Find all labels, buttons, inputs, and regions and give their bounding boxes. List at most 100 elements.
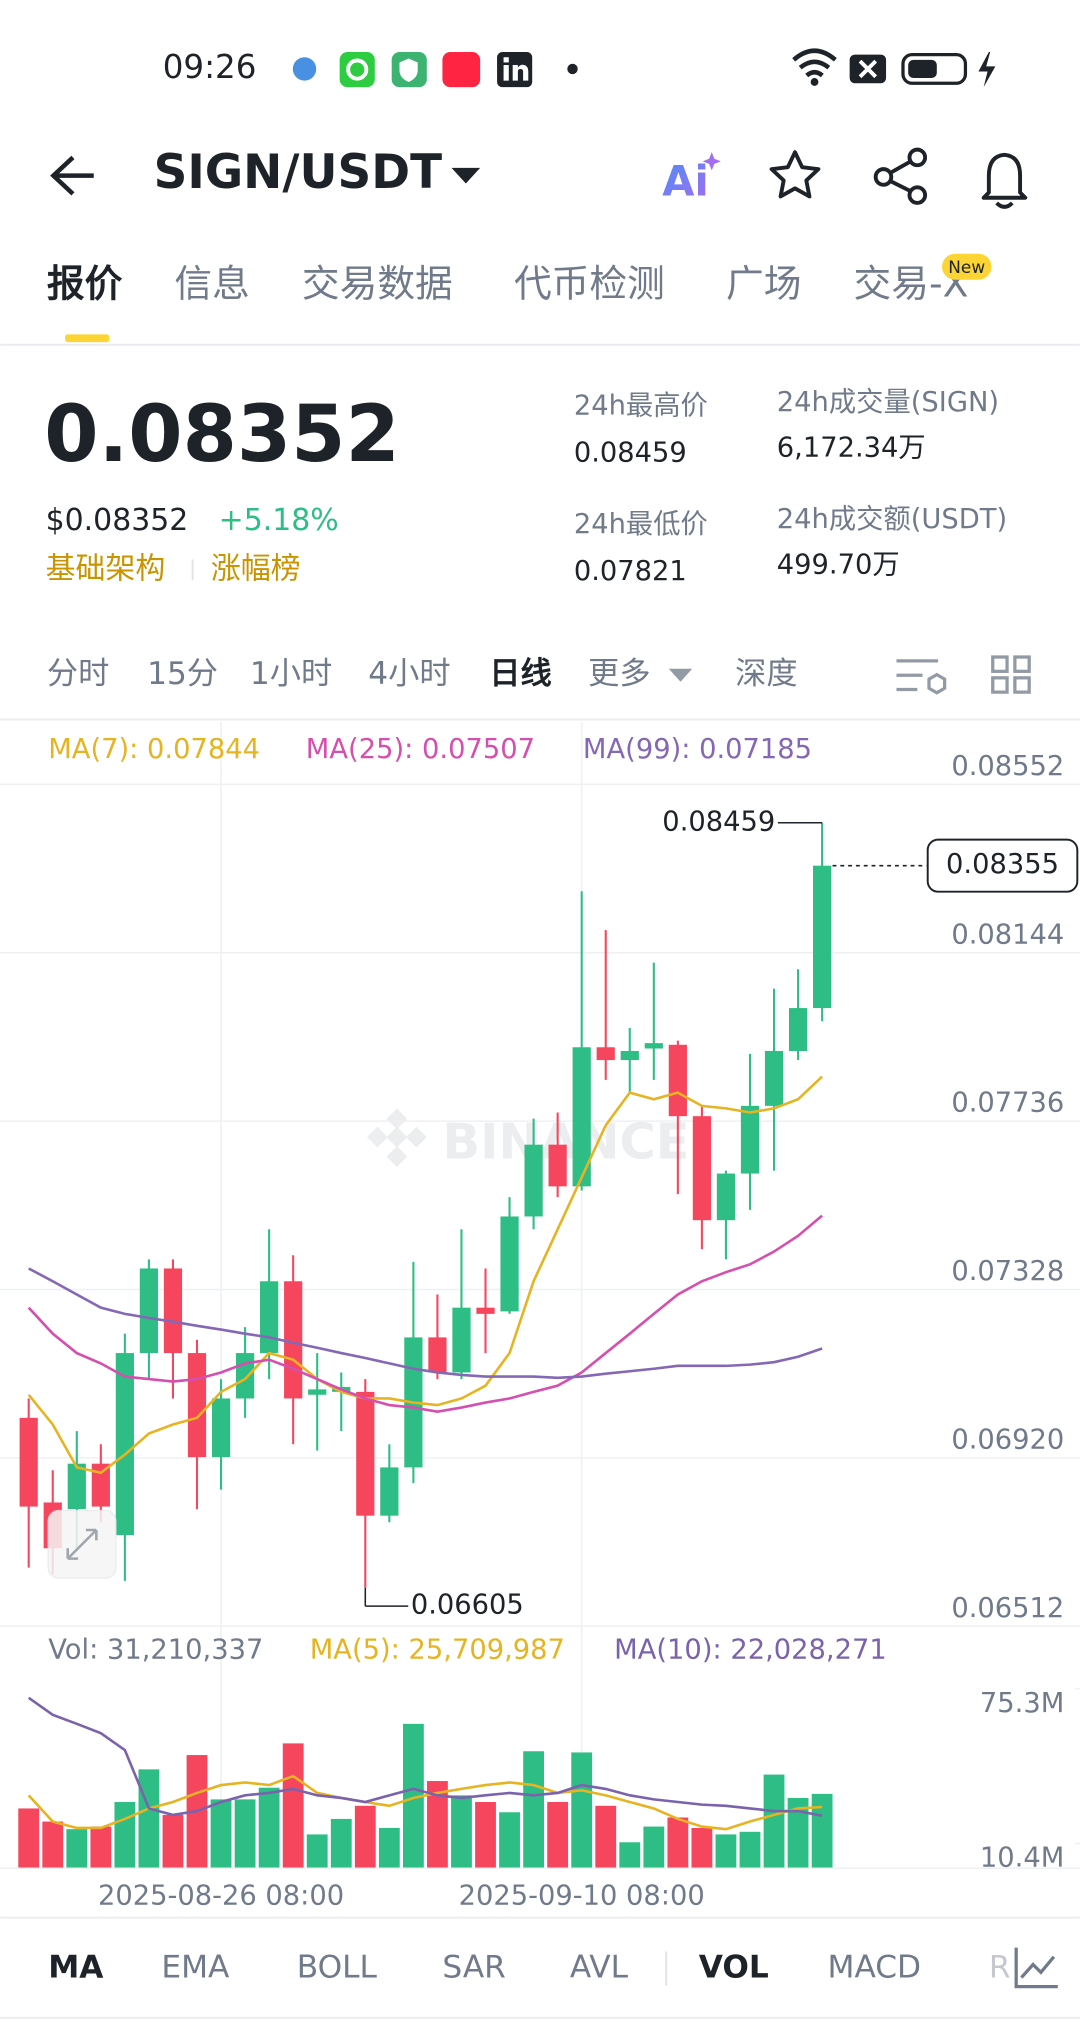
candle-body [163, 1268, 183, 1354]
indicator[interactable]: R [989, 1949, 1011, 1985]
legend-entry: MA(25): 0.07507 [306, 734, 535, 765]
volume-bar [619, 1842, 641, 1869]
interval[interactable]: 15分 [147, 656, 218, 692]
legend-entry: MA(7): 0.07844 [48, 734, 260, 765]
candle-body [452, 1307, 471, 1373]
indicator-settings[interactable] [1014, 1947, 1058, 1989]
usd-price: $0.08352 [46, 503, 189, 538]
price-chart: 2025-08-26 08:00 2025-09-10 08:00 0.08552 0… [0, 722, 1080, 1911]
candle-body [813, 865, 832, 1009]
pair-dropdown[interactable] [451, 167, 481, 184]
candle-body [67, 1463, 86, 1510]
badge-text: New [948, 257, 985, 277]
tag[interactable]: 涨幅榜 [211, 551, 301, 586]
back-button[interactable] [50, 155, 94, 196]
tab[interactable]: 代币检测 [514, 262, 665, 306]
candle-body [115, 1353, 134, 1536]
favorite-button[interactable] [769, 150, 821, 199]
stat-value: 499.70万 [777, 549, 900, 580]
candle-body [19, 1417, 38, 1507]
interval[interactable]: 4小时 [368, 656, 450, 692]
stat-value: 0.07821 [574, 556, 687, 587]
candle-body [740, 1105, 760, 1174]
indicator[interactable]: MA [48, 1949, 104, 1985]
expand-button[interactable] [47, 1509, 117, 1579]
interval[interactable]: 1小时 [250, 656, 332, 692]
candle-body [91, 1463, 110, 1507]
indicator[interactable]: AVL [570, 1949, 629, 1985]
y-tick-label: 75.3M [980, 1688, 1064, 1719]
interval[interactable]: 更多 [588, 656, 650, 692]
stat-value: 6,172.34万 [777, 432, 926, 463]
indicator[interactable]: VOL [699, 1949, 769, 1985]
tab[interactable]: 信息 [174, 262, 249, 306]
tag[interactable]: 基础架构 [46, 551, 166, 586]
indicator[interactable]: MACD [828, 1949, 922, 1985]
ai-button[interactable]: Ai [662, 157, 708, 206]
interval[interactable]: 分时 [47, 656, 109, 692]
volume-bar [114, 1802, 136, 1869]
legend-title: Vol: 31,210,337 [48, 1634, 263, 1665]
volume-bar [282, 1743, 304, 1869]
legend-entry: MA(5): 25,709,987 [310, 1634, 565, 1665]
y-tick-label: 0.07736 [951, 1088, 1064, 1119]
pair-title[interactable]: SIGN/USDT [154, 146, 443, 200]
volume-bar [451, 1795, 472, 1869]
y-tick-label: 0.07328 [951, 1256, 1064, 1287]
status-icons [292, 48, 996, 88]
volume-bar [90, 1826, 112, 1869]
candle-body [668, 1044, 687, 1117]
volume-bar [811, 1793, 833, 1869]
volume-bar [306, 1834, 328, 1869]
chart-settings[interactable] [896, 659, 947, 695]
volume-bar [378, 1827, 400, 1869]
layout-button[interactable] [991, 655, 1031, 694]
share-button[interactable] [873, 147, 928, 205]
volume-bar [691, 1827, 713, 1869]
tab-bar: 报价 信息 交易数据 代币检测 广场 交易-X New [0, 253, 1080, 346]
tab[interactable]: 广场 [726, 262, 801, 306]
y-tick-label: 0.08144 [951, 919, 1064, 950]
candle-body [524, 1144, 543, 1217]
volume-bar [475, 1802, 496, 1869]
candle-body [692, 1116, 712, 1221]
tab[interactable]: 报价 [47, 262, 123, 306]
candle-body [596, 1047, 615, 1061]
volume-bar [499, 1812, 520, 1869]
volume-bar [234, 1799, 256, 1869]
badge [942, 253, 992, 280]
indicator[interactable]: BOLL [297, 1949, 378, 1985]
candle-body [620, 1050, 639, 1061]
candle-body [187, 1353, 207, 1458]
ai-sparkle [702, 152, 721, 171]
volume-bar [571, 1752, 593, 1869]
stat-label: 24h成交量(SIGN) [777, 387, 999, 418]
alert-button[interactable] [981, 152, 1028, 209]
candle-body [716, 1173, 736, 1221]
candle-body [788, 1008, 808, 1051]
volume-bar [330, 1818, 352, 1869]
candle-body [548, 1144, 567, 1187]
volume-bar [715, 1834, 737, 1869]
indicator[interactable]: EMA [161, 1949, 230, 1985]
candle-body [380, 1467, 399, 1516]
volume-bar [667, 1817, 689, 1869]
y-tick-label: 0.06920 [951, 1424, 1064, 1455]
clock: 09:26 [163, 48, 257, 86]
tab[interactable]: 交易数据 [302, 262, 453, 306]
indicator[interactable]: SAR [442, 1949, 505, 1985]
interval[interactable]: 深度 [735, 656, 797, 692]
last-price: 0.08352 [44, 390, 399, 480]
candle-body [500, 1216, 519, 1312]
interval[interactable]: 日线 [489, 656, 551, 692]
volume-bar [66, 1829, 88, 1869]
stat-label: 24h最高价 [574, 391, 708, 422]
ma-line [27, 1075, 824, 1475]
volume-bar [643, 1826, 665, 1869]
volume-bar [763, 1774, 785, 1869]
dropdown-caret [668, 668, 693, 682]
ma-lines [27, 1696, 823, 1831]
